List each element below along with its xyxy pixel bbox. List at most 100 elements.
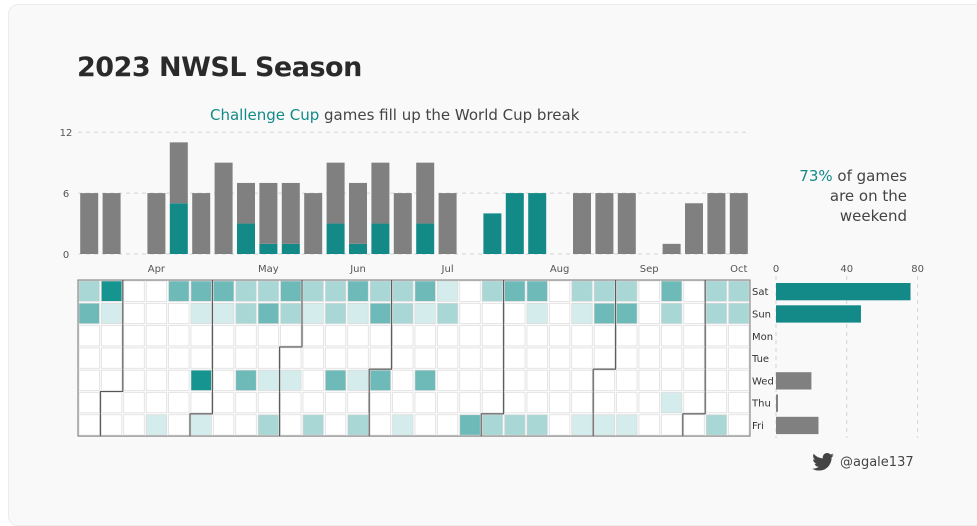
heatmap-cell	[78, 347, 100, 369]
heatmap-cell	[123, 369, 145, 391]
heatmap-cell	[414, 325, 436, 347]
heatmap-cell	[504, 392, 526, 414]
heatmap-cell	[683, 325, 705, 347]
heatmap-cell	[593, 392, 615, 414]
heatmap-cell	[347, 280, 369, 302]
bar-challenge-cup	[169, 203, 188, 254]
heatmap-cell	[325, 347, 347, 369]
heatmap-cell	[616, 347, 638, 369]
heatmap-cell	[302, 414, 324, 436]
month-boundary	[592, 280, 617, 437]
heatmap-cell	[616, 280, 638, 302]
heatmap-cell	[369, 302, 391, 324]
dow-bar	[776, 372, 812, 390]
heatmap-cell	[213, 369, 235, 391]
heatmap-cell	[616, 325, 638, 347]
bar-regular-season	[573, 193, 591, 254]
heatmap-cell	[78, 392, 100, 414]
heatmap-cell	[123, 325, 145, 347]
heatmap-cell	[661, 302, 683, 324]
day-label: Sun	[752, 309, 771, 320]
heatmap-cell	[504, 325, 526, 347]
heatmap-cell	[459, 302, 481, 324]
heatmap-cell	[638, 369, 660, 391]
heatmap-cell	[437, 392, 459, 414]
chart-title: 2023 NWSL Season	[77, 52, 362, 83]
heatmap-cell	[549, 369, 571, 391]
bar-regular-season	[192, 193, 211, 254]
bar-challenge-cup	[505, 193, 524, 254]
heatmap-cell	[190, 414, 212, 436]
heatmap-cell	[347, 347, 369, 369]
heatmap-cell	[257, 325, 279, 347]
bar-regular-season	[147, 193, 166, 254]
heatmap-cell	[145, 325, 167, 347]
heatmap-cell	[235, 414, 257, 436]
heatmap-cell	[526, 302, 548, 324]
heatmap-cell	[257, 369, 279, 391]
heatmap-cell	[325, 302, 347, 324]
heatmap-cell	[325, 369, 347, 391]
heatmap-cell	[145, 369, 167, 391]
bar-regular-season	[595, 193, 614, 254]
heatmap-cell	[78, 280, 100, 302]
heatmap-cell	[302, 369, 324, 391]
x-tick-label: 80	[911, 264, 924, 275]
heatmap-cell	[347, 325, 369, 347]
bar-regular-season	[349, 182, 367, 244]
heatmap-cell	[392, 302, 414, 324]
heatmap-cell	[280, 414, 302, 436]
day-label: Mon	[752, 332, 773, 343]
bar-challenge-cup	[416, 223, 435, 254]
heatmap-cell	[705, 280, 727, 302]
bar-regular-season	[662, 243, 681, 254]
heatmap-cell	[683, 392, 705, 414]
heatmap-cell	[728, 302, 750, 324]
month-boundary	[99, 280, 124, 437]
dow-bar	[776, 305, 861, 323]
heatmap-cell	[123, 280, 145, 302]
heatmap-cell	[661, 369, 683, 391]
heatmap-cell	[728, 280, 750, 302]
bar-regular-season	[304, 193, 323, 254]
heatmap-cell	[593, 369, 615, 391]
heatmap-cell	[437, 369, 459, 391]
heatmap-cell	[661, 414, 683, 436]
bar-challenge-cup	[371, 223, 390, 254]
heatmap-cell	[593, 347, 615, 369]
heatmap-cell	[392, 347, 414, 369]
subtitle-highlight: Challenge Cup	[210, 106, 320, 124]
heatmap-cell	[437, 325, 459, 347]
heatmap-cell	[728, 392, 750, 414]
heatmap-cell	[437, 414, 459, 436]
month-label: Aug	[550, 264, 570, 275]
heatmap-cell	[526, 392, 548, 414]
heatmap-cell	[101, 414, 123, 436]
heatmap-cell	[213, 347, 235, 369]
bar-regular-season	[237, 182, 255, 224]
heatmap-cell	[280, 325, 302, 347]
heatmap-cell	[392, 392, 414, 414]
heatmap-cell	[168, 414, 190, 436]
twitter-credit[interactable]: @agale137	[812, 453, 914, 471]
heatmap-cell	[571, 392, 593, 414]
heatmap-cell	[369, 369, 391, 391]
heatmap-cell	[683, 302, 705, 324]
heatmap-cell	[235, 302, 257, 324]
day-label: Tue	[751, 354, 769, 365]
heatmap-cell	[145, 414, 167, 436]
heatmap-cell	[683, 280, 705, 302]
heatmap-cell	[593, 414, 615, 436]
heatmap-cell	[705, 414, 727, 436]
day-label: Fri	[752, 421, 764, 432]
heatmap-cell	[392, 325, 414, 347]
heatmap-cell	[571, 325, 593, 347]
month-label: Sep	[640, 264, 659, 275]
heatmap-cell	[325, 392, 347, 414]
heatmap-cell	[123, 302, 145, 324]
weekend-line2: are on the	[829, 187, 907, 205]
bar-regular-season	[80, 193, 99, 254]
heatmap-cell	[705, 369, 727, 391]
bar-challenge-cup	[281, 243, 300, 254]
heatmap-cell	[145, 280, 167, 302]
